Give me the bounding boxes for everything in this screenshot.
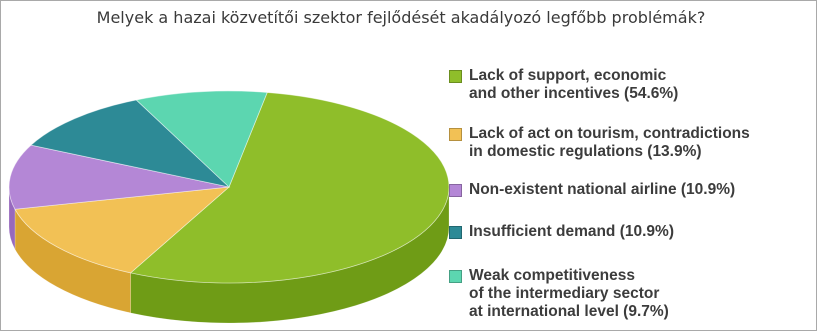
pie-slice-2 <box>14 186 231 274</box>
legend-item-2: Lack of act on tourism, contradictions i… <box>449 125 814 161</box>
legend-item-3: Non-existent national airline (10.9%) <box>449 181 814 199</box>
legend-swatch-1 <box>449 70 462 83</box>
legend-swatch-3 <box>449 184 462 197</box>
pie-slice-3 <box>8 144 230 210</box>
legend-swatch-4 <box>449 226 462 239</box>
pie-slice-5 <box>135 90 268 188</box>
legend-label-1: Lack of support, economic and other ince… <box>469 67 679 102</box>
pie-slice-1 <box>129 92 450 284</box>
legend-label-4: Insufficient demand (10.9%) <box>469 223 674 240</box>
legend-swatch-5 <box>449 270 462 283</box>
legend-label-2: Lack of act on tourism, contradictions i… <box>469 125 750 160</box>
legend-item-4: Insufficient demand (10.9%) <box>449 223 814 241</box>
legend-label-3: Non-existent national airline (10.9%) <box>469 181 736 198</box>
pie-slice-4 <box>30 99 231 188</box>
legend-item-1: Lack of support, economic and other ince… <box>449 67 814 103</box>
legend-swatch-2 <box>449 128 462 141</box>
legend-item-5: Weak competitiveness of the intermediary… <box>449 267 814 321</box>
chart-title: Melyek a hazai közvetítői szektor fejlőd… <box>96 8 706 27</box>
legend-label-5: Weak competitiveness of the intermediary… <box>469 267 669 320</box>
